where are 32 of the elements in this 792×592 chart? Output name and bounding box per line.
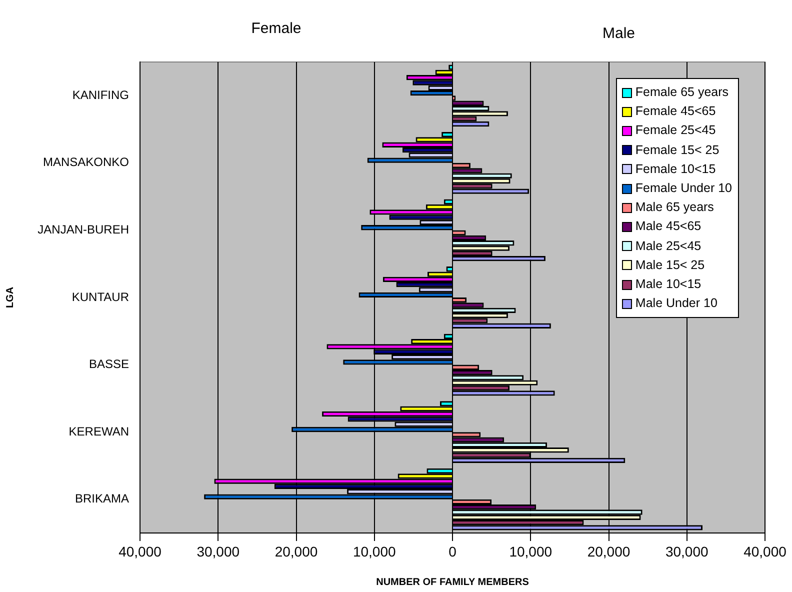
legend-label: Female Under 10 xyxy=(635,180,732,198)
x-tick-label: 30,000 xyxy=(196,543,240,560)
x-axis-title: NUMBER OF FAMILY MEMBERS xyxy=(376,576,530,588)
x-tick-label: 10,000 xyxy=(352,543,396,560)
legend-label: Female 15< 25 xyxy=(635,142,720,159)
y-tick-label: BASSE xyxy=(88,357,129,372)
text: Male xyxy=(602,25,636,42)
y-tick-label: KANIFING xyxy=(72,88,129,102)
y-axis-title: LGA xyxy=(4,286,16,308)
x-tick-label: 40,000 xyxy=(118,543,162,560)
legend-label: Female 25<45 xyxy=(635,122,716,140)
legend-label: Male 10<15 xyxy=(635,276,702,294)
y-tick-label: KEREWAN xyxy=(68,424,129,438)
y-tick-label: JANJAN-BUREH xyxy=(38,222,129,237)
x-tick-label: 40,000 xyxy=(744,543,787,560)
x-tick-label: 30,000 xyxy=(665,543,708,560)
legend-label: Female 45<65 xyxy=(635,103,716,120)
x-tick-label: 20,000 xyxy=(274,543,318,560)
legend-label: Female 10<15 xyxy=(635,160,716,178)
text: Female xyxy=(251,20,302,37)
legend-label: Male Under 10 xyxy=(635,295,718,312)
y-tick-label: KUNTAUR xyxy=(72,290,130,304)
legend-label: Male 65 years xyxy=(635,199,714,216)
x-tick-label: 10,000 xyxy=(509,543,552,560)
x-tick-label: 20,000 xyxy=(587,543,630,560)
legend-label: Male 15< 25 xyxy=(635,256,705,274)
y-tick-label: BRIKAMA xyxy=(74,492,129,506)
y-tick-label: MANSAKONKO xyxy=(42,155,129,170)
legend-label: Male 45<65 xyxy=(635,218,702,236)
legend-label: Female 65 years xyxy=(635,84,729,101)
x-tick-label: 0 xyxy=(448,543,457,560)
legend-label: Male 25<45 xyxy=(635,238,702,255)
